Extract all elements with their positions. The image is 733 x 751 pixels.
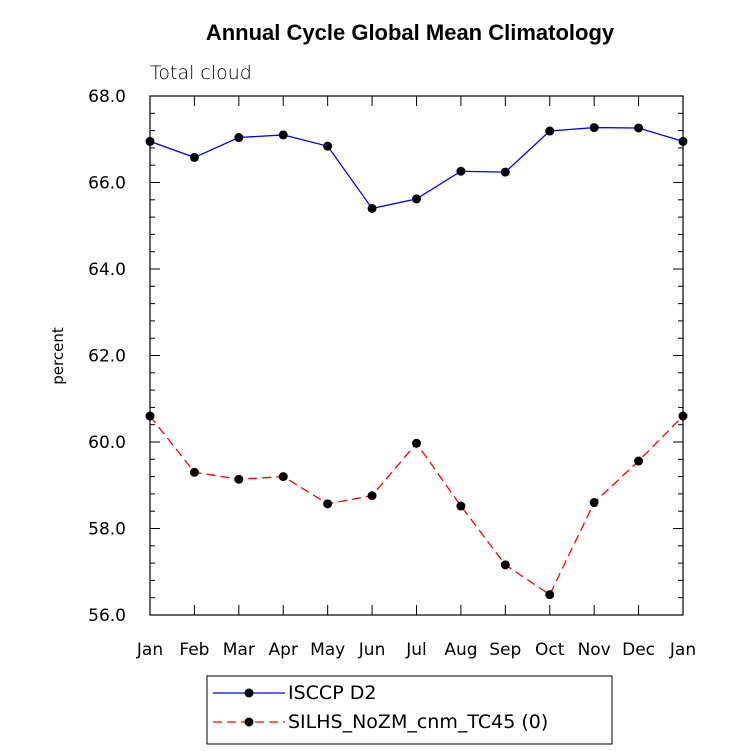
x-tick-label: Sep [489,640,521,660]
data-point-0 [589,123,599,133]
data-point-0 [634,123,644,133]
data-point-1 [456,501,466,511]
data-point-0 [678,136,688,146]
data-point-1 [412,438,421,448]
data-point-0 [323,141,333,151]
y-axis-label: percent [49,327,67,385]
x-tick-label: Jun [358,640,386,660]
x-tick-label: May [310,640,345,660]
y-tick-label: 68.0 [88,87,126,107]
y-tick-label: 56.0 [88,606,126,626]
x-tick-label: Oct [535,640,565,660]
legend-label-isccp: ISCCP D2 [288,682,376,704]
y-tick-label: 62.0 [88,347,126,367]
data-point-1 [500,560,510,570]
x-tick-label: Aug [444,640,477,660]
legend-label-silhs: SILHS_NoZM_cnm_TC45 (0) [288,711,548,733]
axis-ticks: Jan Feb Mar Apr May Jun Jul Aug Sep Oct Nov Dec Jan 5… [88,87,696,660]
x-tick-label: Jan [669,640,696,660]
data-point-1 [278,472,288,482]
data-point-0 [545,126,555,136]
y-tick-label: 66.0 [88,174,126,194]
chart-title: Annual Cycle Global Mean Climatology [206,20,615,45]
y-tick-label: 64.0 [88,260,126,280]
x-tick-label: Dec [622,640,655,660]
legend-box [206,675,613,745]
data-point-0 [500,167,510,177]
data-point-1 [678,411,688,421]
x-tick-label: Jul [405,640,427,660]
plot-frame [149,95,684,616]
data-point-0 [278,130,288,140]
data-point-1 [367,491,377,501]
data-point-1 [545,590,555,600]
x-tick-label: Mar [223,640,255,660]
data-point-1 [589,498,599,508]
legend-marker-silhs [244,717,254,727]
x-tick-label: Apr [269,640,298,660]
data-point-1 [145,411,155,421]
chart-subtitle: Total cloud [150,62,252,84]
data-point-0 [145,136,155,146]
data-point-0 [234,133,244,143]
data-point-1 [234,474,244,484]
x-tick-label: Feb [179,640,209,660]
x-tick-label: Nov [578,640,611,660]
y-tick-label: 60.0 [88,433,126,453]
data-point-0 [189,152,199,162]
series-layer [145,123,688,600]
legend: ISCCP D2 SILHS_NoZM_cnm_TC45 (0) [206,675,613,745]
data-point-1 [634,456,644,466]
data-point-1 [323,499,333,509]
data-point-0 [456,166,466,176]
legend-marker-isccp [244,688,254,698]
x-tick-label: Jan [136,640,163,660]
data-point-1 [189,467,199,477]
y-tick-label: 58.0 [88,520,126,540]
data-point-0 [367,203,377,213]
data-point-0 [412,194,421,204]
